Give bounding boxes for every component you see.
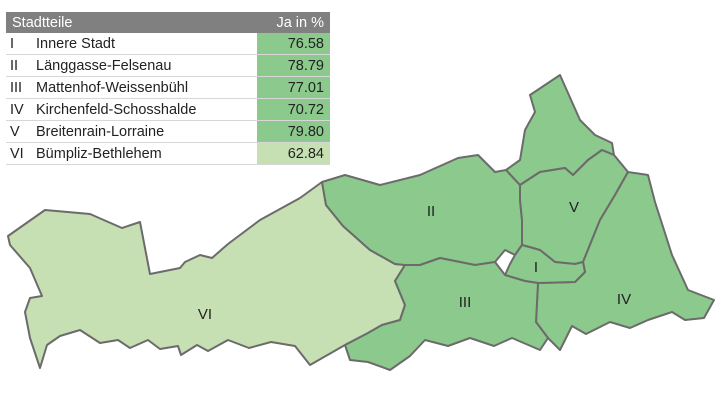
row-value: 70.72 — [257, 98, 330, 121]
label-iii: III — [459, 294, 472, 311]
row-value: 78.79 — [257, 54, 330, 77]
row-district-name: Bümpliz-Bethlehem — [33, 142, 257, 165]
row-value: 76.58 — [257, 33, 330, 55]
district-iii[interactable] — [344, 257, 549, 371]
row-numeral: VI — [6, 142, 33, 165]
row-district-name: Länggasse-Felsenau — [33, 54, 257, 77]
row-district-name: Breitenrain-Lorraine — [33, 120, 257, 143]
header-value: Ja in % — [257, 12, 330, 33]
row-numeral: III — [6, 76, 33, 99]
row-value: 79.80 — [257, 120, 330, 143]
row-district-name: Kirchenfeld-Schosshalde — [33, 98, 257, 121]
table-row: IV Kirchenfeld-Schosshalde 70.72 — [6, 98, 330, 121]
label-vi: VI — [198, 306, 212, 323]
header-district: Stadtteile — [6, 12, 257, 33]
table-row: III Mattenhof-Weissenbühl 77.01 — [6, 76, 330, 99]
table-row: I Innere Stadt 76.58 — [6, 33, 330, 55]
results-table: Stadtteile Ja in % I Innere Stadt 76.58 … — [6, 12, 330, 165]
table-header-row: Stadtteile Ja in % — [6, 12, 330, 33]
row-numeral: IV — [6, 98, 33, 121]
label-ii: II — [427, 203, 435, 220]
table-row: II Länggasse-Felsenau 78.79 — [6, 54, 330, 77]
district-vi[interactable] — [7, 181, 406, 369]
row-numeral: V — [6, 120, 33, 143]
label-v: V — [569, 199, 579, 216]
table-row: VI Bümpliz-Bethlehem 62.84 — [6, 142, 330, 165]
table-row: V Breitenrain-Lorraine 79.80 — [6, 120, 330, 143]
row-district-name: Innere Stadt — [33, 33, 257, 55]
row-numeral: I — [6, 33, 33, 55]
row-district-name: Mattenhof-Weissenbühl — [33, 76, 257, 99]
label-iv: IV — [617, 291, 631, 308]
row-value: 77.01 — [257, 76, 330, 99]
row-value: 62.84 — [257, 142, 330, 165]
row-numeral: II — [6, 54, 33, 77]
label-i: I — [534, 259, 538, 276]
